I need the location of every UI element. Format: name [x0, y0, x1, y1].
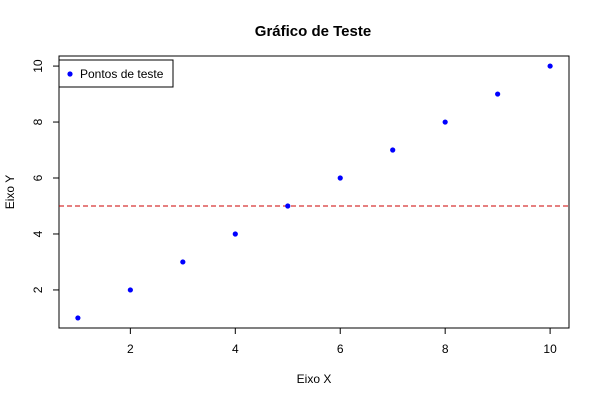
- y-tick-label: 6: [31, 174, 45, 181]
- data-point: [495, 91, 501, 97]
- legend-box: [58, 59, 174, 88]
- legend: Pontos de teste: [58, 59, 174, 88]
- y-axis-label: Eixo Y: [3, 175, 17, 209]
- y-tick-label: 2: [31, 286, 45, 293]
- x-tick-label: 8: [442, 342, 449, 356]
- data-point: [127, 287, 133, 293]
- y-tick-label: 10: [31, 59, 45, 73]
- y-tick-label: 4: [31, 230, 45, 237]
- x-tick-label: 4: [232, 342, 239, 356]
- legend-label: Pontos de teste: [80, 67, 164, 81]
- data-point: [232, 231, 238, 237]
- x-tick-label: 10: [543, 342, 557, 356]
- x-tick-label: 2: [127, 342, 134, 356]
- data-points: [75, 63, 553, 321]
- legend-marker: [67, 71, 73, 77]
- plot-frame: [58, 55, 570, 329]
- data-point: [337, 175, 343, 181]
- data-point: [75, 315, 81, 321]
- x-tick-label: 6: [337, 342, 344, 356]
- data-point: [180, 259, 186, 265]
- data-point: [547, 63, 553, 69]
- y-tick-label: 8: [31, 118, 45, 125]
- data-point: [285, 203, 291, 209]
- chart-title: Gráfico de Teste: [255, 23, 371, 40]
- x-axis: 2 4 6 8 10: [127, 328, 557, 356]
- data-point: [390, 147, 396, 153]
- x-axis-label: Eixo X: [297, 372, 332, 386]
- data-point: [442, 119, 448, 125]
- y-axis: 2 4 6 8 10: [31, 59, 59, 293]
